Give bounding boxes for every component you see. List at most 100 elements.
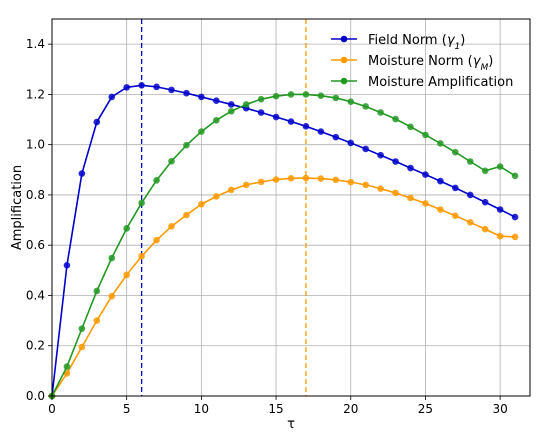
data-point [317,128,325,135]
data-point [63,262,71,269]
data-point [183,211,190,219]
legend-marker [340,56,348,64]
legend-label-symbol: γ [447,33,456,48]
legend-item: Moisture Amplification [331,75,513,90]
data-point [317,175,325,182]
data-point [287,91,295,98]
x-tick-label: 15 [268,402,283,416]
x-axis-label: τ [287,417,295,432]
data-point [377,151,384,159]
legend-marker [340,35,348,43]
data-point [123,225,130,232]
legend-label-text: Moisture Amplification [368,75,513,90]
data-point [437,206,444,213]
data-point [198,93,205,101]
x-tick-label: 30 [492,402,507,416]
data-point [272,176,280,183]
data-point [227,186,235,194]
data-point [347,98,355,105]
legend-label-text: Moisture Norm ( [368,54,473,69]
data-point [362,145,369,153]
series-group [48,82,519,400]
legend-item: Field Norm (γ1) [331,33,465,52]
y-tick-label: 0.8 [26,188,45,202]
series-1 [48,174,519,400]
y-tick-label: 0.6 [26,238,45,252]
data-point [422,131,429,139]
x-tick-label: 25 [418,402,433,416]
x-tick-label: 5 [123,402,131,416]
data-point [392,189,399,197]
y-axis-label: Amplification [10,165,25,250]
data-point [437,140,444,147]
data-point [168,157,175,165]
data-point [213,116,220,124]
legend: Field Norm (γ1)Moisture Norm (γM)Moistur… [331,33,513,90]
data-point [168,223,175,230]
data-point [227,107,235,115]
data-point [272,113,280,121]
data-point [496,232,504,240]
data-point [213,193,220,200]
data-point [123,271,130,279]
legend-label: Moisture Amplification [368,75,513,90]
data-point [317,92,325,99]
x-tick-label: 10 [194,402,209,416]
legend-item: Moisture Norm (γM) [331,54,493,73]
y-tick-label: 1.0 [26,138,45,152]
data-point [168,86,175,94]
series-2 [48,91,519,400]
data-point [466,158,474,165]
data-point [481,167,489,175]
legend-label-symbol: γ [473,54,482,69]
data-point [183,141,190,149]
reference-lines [140,19,307,396]
data-point [511,172,519,180]
legend-label: Moisture Norm (γM) [368,54,493,73]
data-point [362,181,369,189]
data-point [257,178,265,186]
data-point [362,103,369,110]
series-0 [48,82,519,400]
data-point [392,115,399,123]
legend-label-text: Field Norm ( [368,33,447,48]
y-tick-label: 0.4 [26,288,45,302]
data-point [93,287,101,295]
data-point [183,89,190,97]
data-point [198,128,205,135]
data-point [332,176,340,184]
data-point [511,233,519,241]
data-point [407,123,414,131]
data-point [63,363,71,370]
data-point [332,94,340,102]
data-point [78,170,86,177]
data-point [377,185,384,192]
data-point [481,225,489,233]
data-point [302,123,310,130]
data-point [302,91,310,98]
legend-label-end: ) [460,33,465,48]
data-point [437,177,444,185]
data-point [153,236,160,244]
y-tick-label: 1.4 [26,37,45,51]
series-line [51,84,516,397]
data-point [392,158,399,165]
data-point [108,254,116,262]
data-point [123,84,130,91]
data-point [452,148,459,156]
data-point [93,118,101,126]
data-point [287,175,295,182]
data-point [153,83,160,91]
data-point [242,101,250,108]
data-point [198,200,205,208]
data-point [407,194,414,202]
data-point [407,164,414,172]
x-tick-label: 0 [48,402,56,416]
data-point [257,95,265,103]
data-point [108,93,116,101]
y-tick-label: 0.0 [26,389,45,403]
ticks: 0 5 10 15 20 25 30 0.0 0.2 0.4 0.6 0.8 1.0 1.2 1.4 [26,37,508,416]
data-point [93,317,101,324]
data-point [78,325,86,332]
